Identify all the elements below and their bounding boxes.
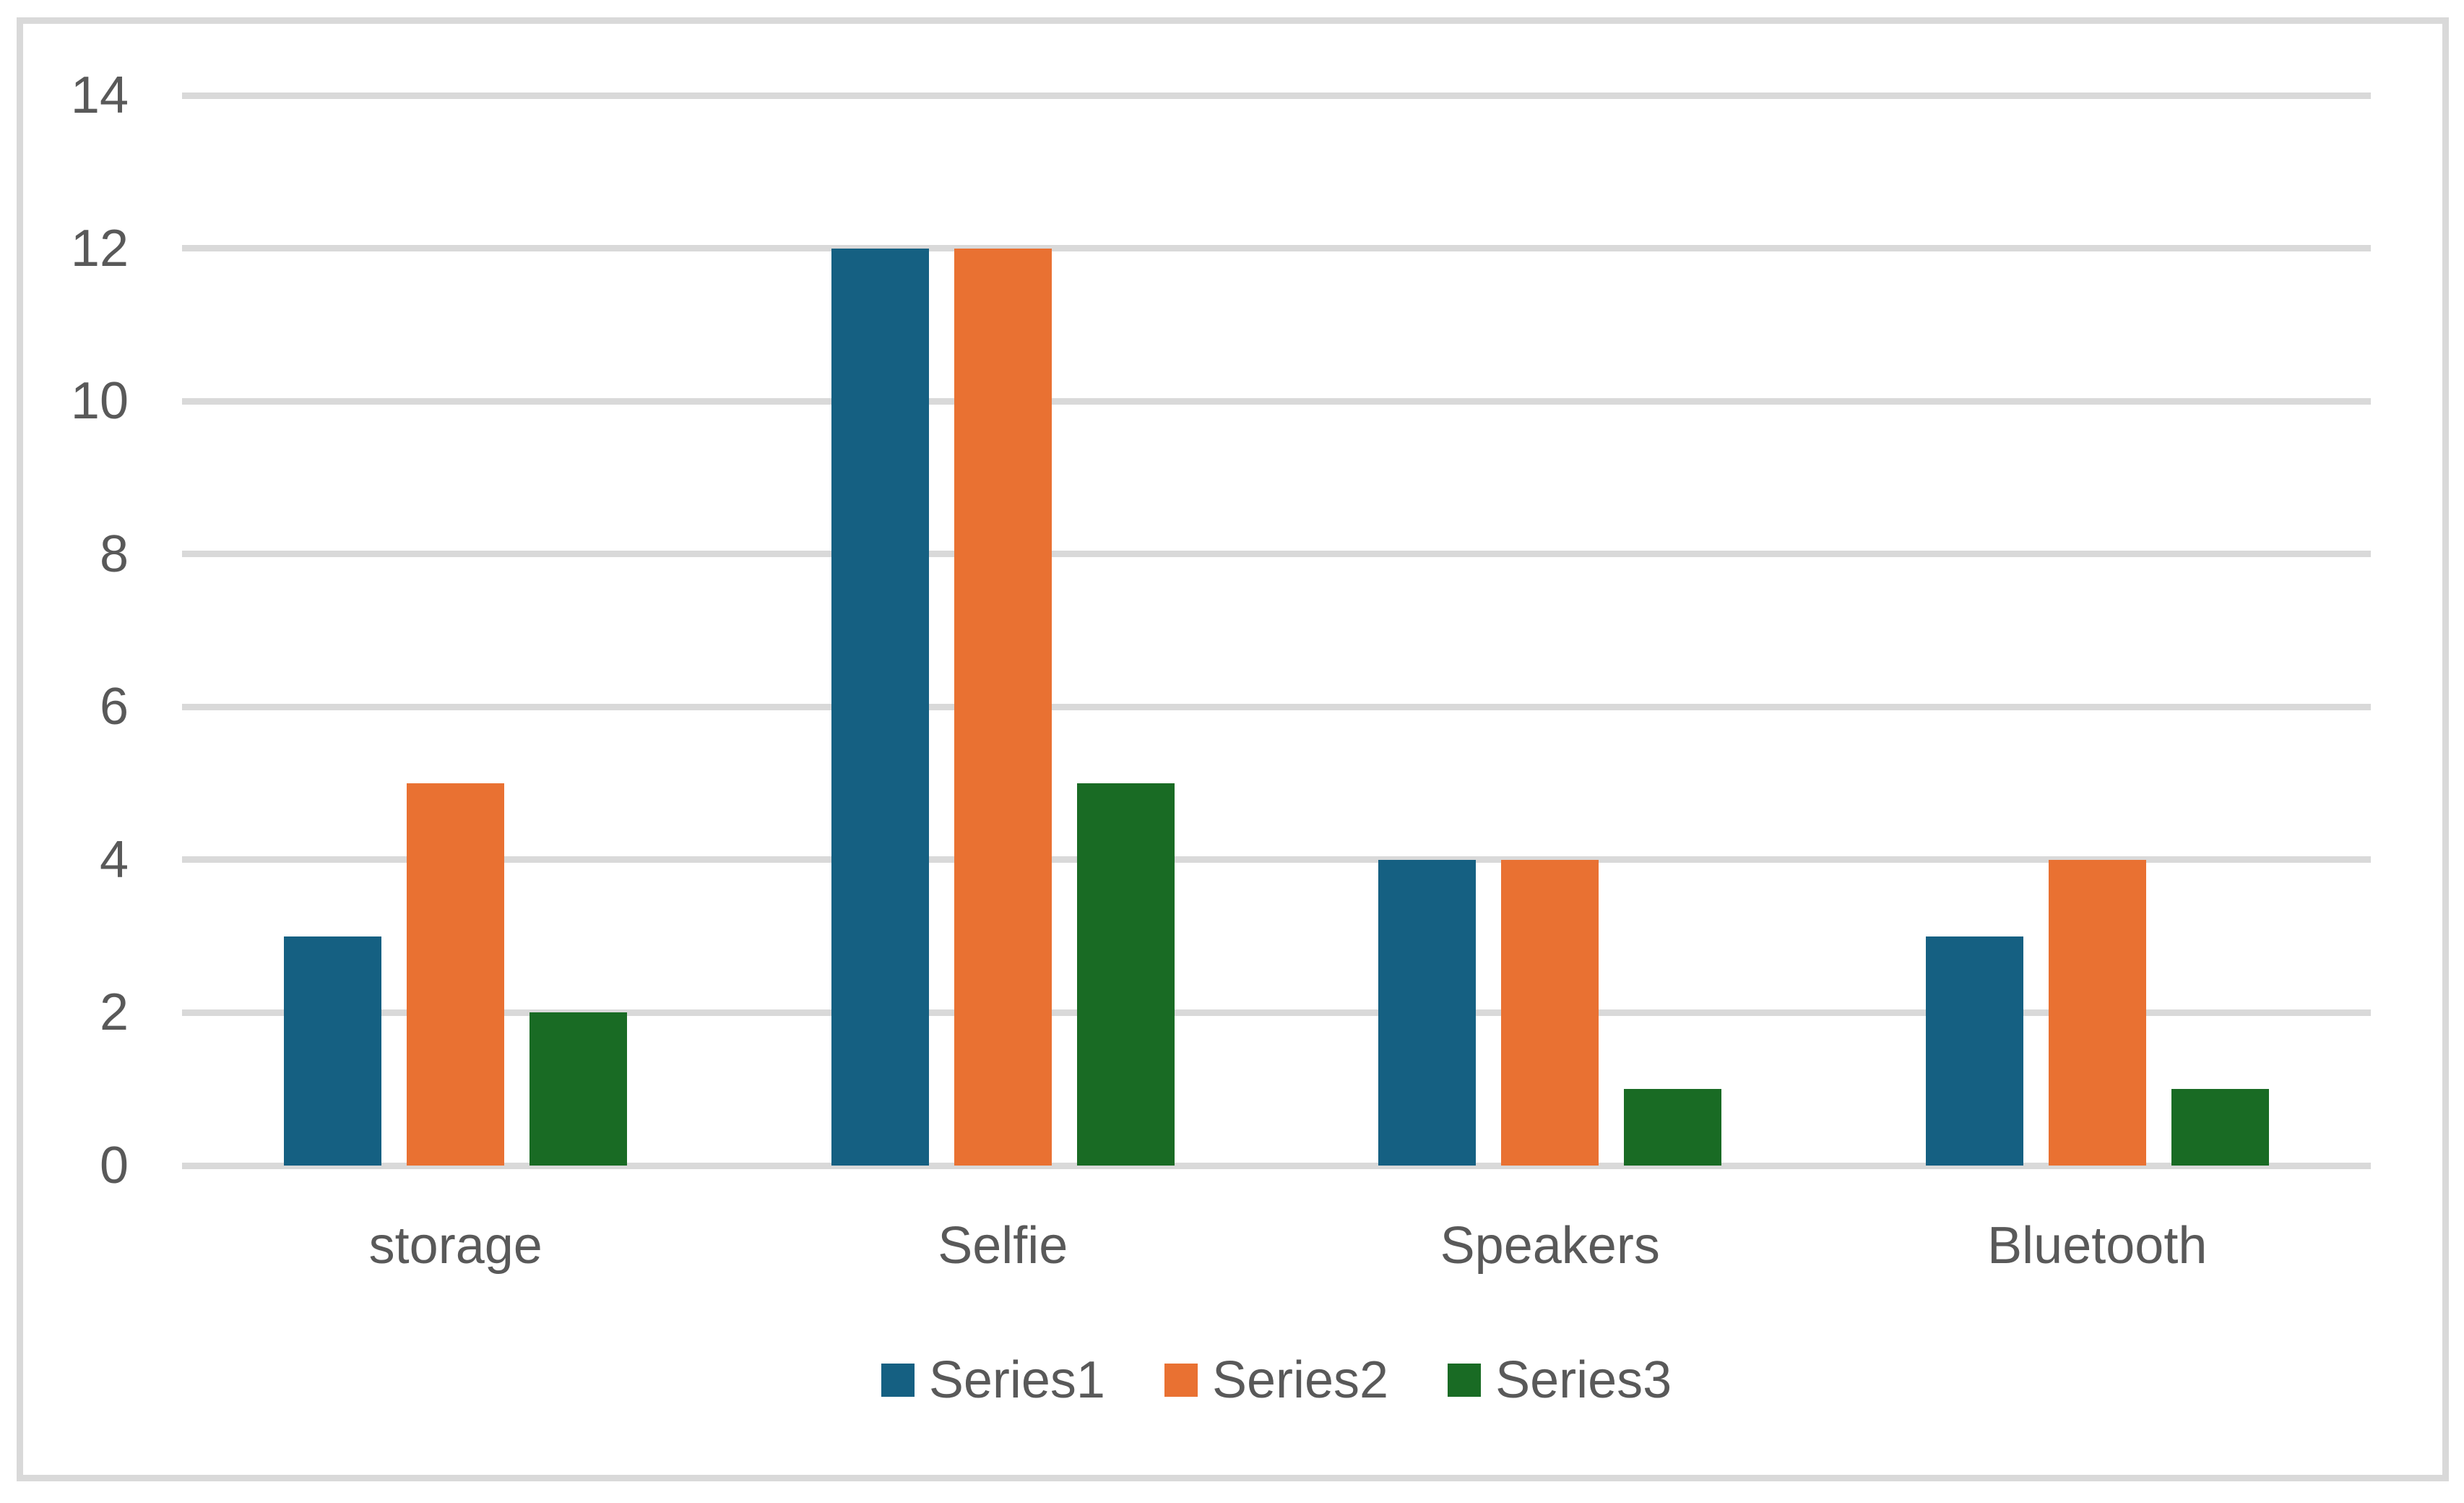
gridline-y-0	[182, 1162, 2371, 1169]
y-axis: 0 2 4 6 8 10 12 14	[0, 69, 129, 1192]
bar-series1-storage[interactable]	[284, 936, 382, 1166]
bar-series2-speakers[interactable]	[1501, 859, 1599, 1166]
gridline-y-2	[182, 1009, 2371, 1016]
legend-label-series1: Series1	[928, 1351, 1105, 1409]
category-label-storage: storage	[368, 1217, 542, 1275]
legend-swatch-icon-series3	[1448, 1364, 1482, 1397]
category-label-bluetooth: Bluetooth	[1987, 1217, 2208, 1275]
legend-label-series3: Series3	[1495, 1351, 1672, 1409]
legend-swatch-icon-series1	[881, 1364, 915, 1397]
bar-series3-bluetooth[interactable]	[2171, 1089, 2269, 1166]
gridline-y-6	[182, 703, 2371, 710]
gridline-y-12	[182, 245, 2371, 252]
category-label-speakers: Speakers	[1440, 1217, 1660, 1275]
bar-series1-bluetooth[interactable]	[1925, 936, 2023, 1166]
gridline-y-10	[182, 397, 2371, 405]
plot-area	[182, 92, 2371, 1169]
y-tick-label-0: 0	[99, 1137, 129, 1194]
bar-series3-speakers[interactable]	[1624, 1089, 1722, 1166]
y-tick-label-14: 14	[70, 66, 129, 124]
y-tick-label-12: 12	[70, 219, 129, 277]
bar-series1-selfie[interactable]	[831, 248, 929, 1166]
legend-item-series1[interactable]: Series1	[881, 1351, 1105, 1409]
legend-item-series3[interactable]: Series3	[1448, 1351, 1672, 1409]
gridline-y-14	[182, 92, 2371, 99]
chart-border-frame	[17, 17, 2449, 1481]
legend: Series1 Series2 Series3	[182, 1348, 2371, 1413]
bar-series2-selfie[interactable]	[954, 248, 1052, 1166]
category-label-selfie: Selfie	[938, 1217, 1068, 1275]
y-tick-label-8: 8	[99, 525, 129, 583]
gridline-y-8	[182, 551, 2371, 558]
y-tick-label-10: 10	[70, 372, 129, 431]
y-tick-label-2: 2	[99, 983, 129, 1042]
bar-series1-speakers[interactable]	[1378, 859, 1477, 1166]
x-axis: storage Selfie Speakers Bluetooth	[182, 1220, 2371, 1278]
bar-series3-selfie[interactable]	[1076, 783, 1175, 1166]
bar-series3-storage[interactable]	[529, 1012, 628, 1166]
bar-series2-bluetooth[interactable]	[2048, 859, 2146, 1166]
y-tick-label-6: 6	[99, 678, 129, 736]
legend-swatch-icon-series2	[1164, 1364, 1198, 1397]
legend-item-series2[interactable]: Series2	[1164, 1351, 1388, 1409]
legend-label-series2: Series2	[1211, 1351, 1389, 1409]
y-tick-label-4: 4	[99, 830, 129, 889]
bar-series2-storage[interactable]	[407, 783, 505, 1166]
gridline-y-4	[182, 856, 2371, 864]
